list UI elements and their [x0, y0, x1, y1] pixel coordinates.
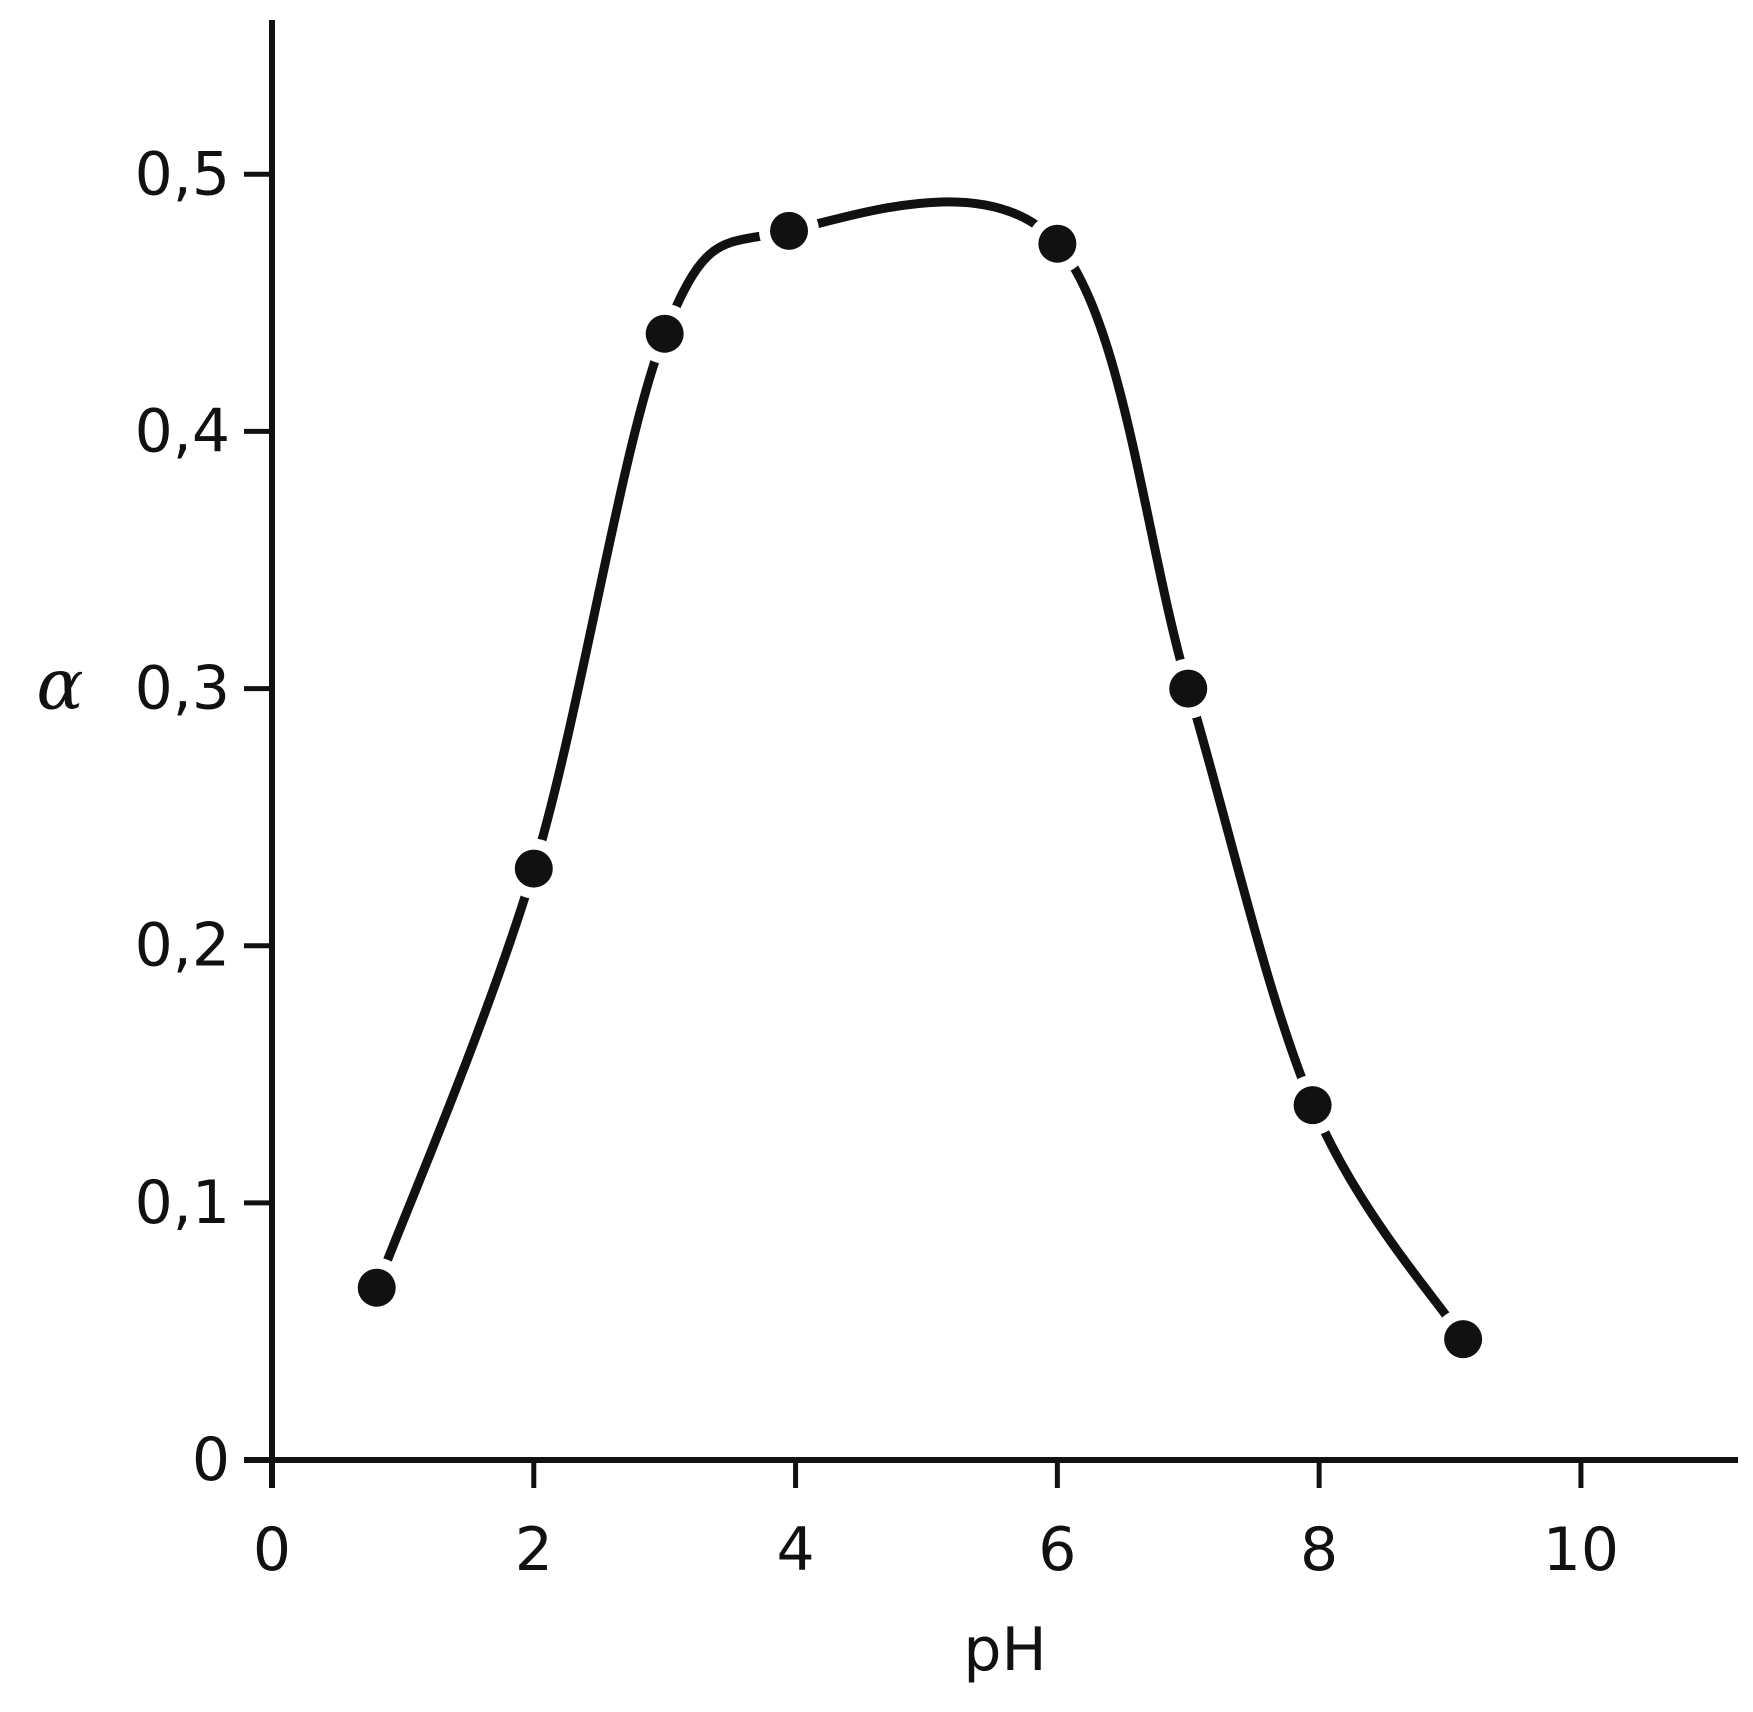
y-ticks: 0 0,1 0,2 0,3 0,4 0,5 [135, 139, 272, 1495]
data-point [770, 211, 809, 250]
y-tick-label: 0 [192, 1425, 230, 1495]
y-axis-label: α [36, 644, 83, 726]
x-tick-label: 10 [1543, 1515, 1619, 1585]
x-tick-label: 6 [1038, 1515, 1076, 1585]
y-tick-label: 0,5 [135, 139, 230, 209]
y-tick-label: 0,3 [135, 654, 230, 724]
data-point [645, 314, 684, 353]
y-tick-label: 0,2 [135, 911, 230, 981]
data-points [346, 200, 1494, 1370]
x-ticks: 0 2 4 6 8 10 [253, 1460, 1619, 1585]
axes [244, 20, 1738, 1488]
data-point [1444, 1320, 1483, 1359]
data-point [1293, 1086, 1332, 1125]
y-tick-label: 0,4 [135, 396, 230, 466]
x-axis-label: pH [963, 1615, 1046, 1685]
x-tick-label: 8 [1300, 1515, 1338, 1585]
x-tick-label: 4 [776, 1515, 814, 1585]
x-tick-label: 0 [253, 1515, 291, 1585]
series-curve [372, 197, 1468, 1344]
data-point [514, 849, 553, 888]
data-point [1038, 224, 1077, 263]
y-tick-label: 0,1 [135, 1168, 230, 1238]
data-point [357, 1268, 396, 1307]
x-tick-label: 2 [515, 1515, 553, 1585]
data-point [1169, 669, 1208, 708]
